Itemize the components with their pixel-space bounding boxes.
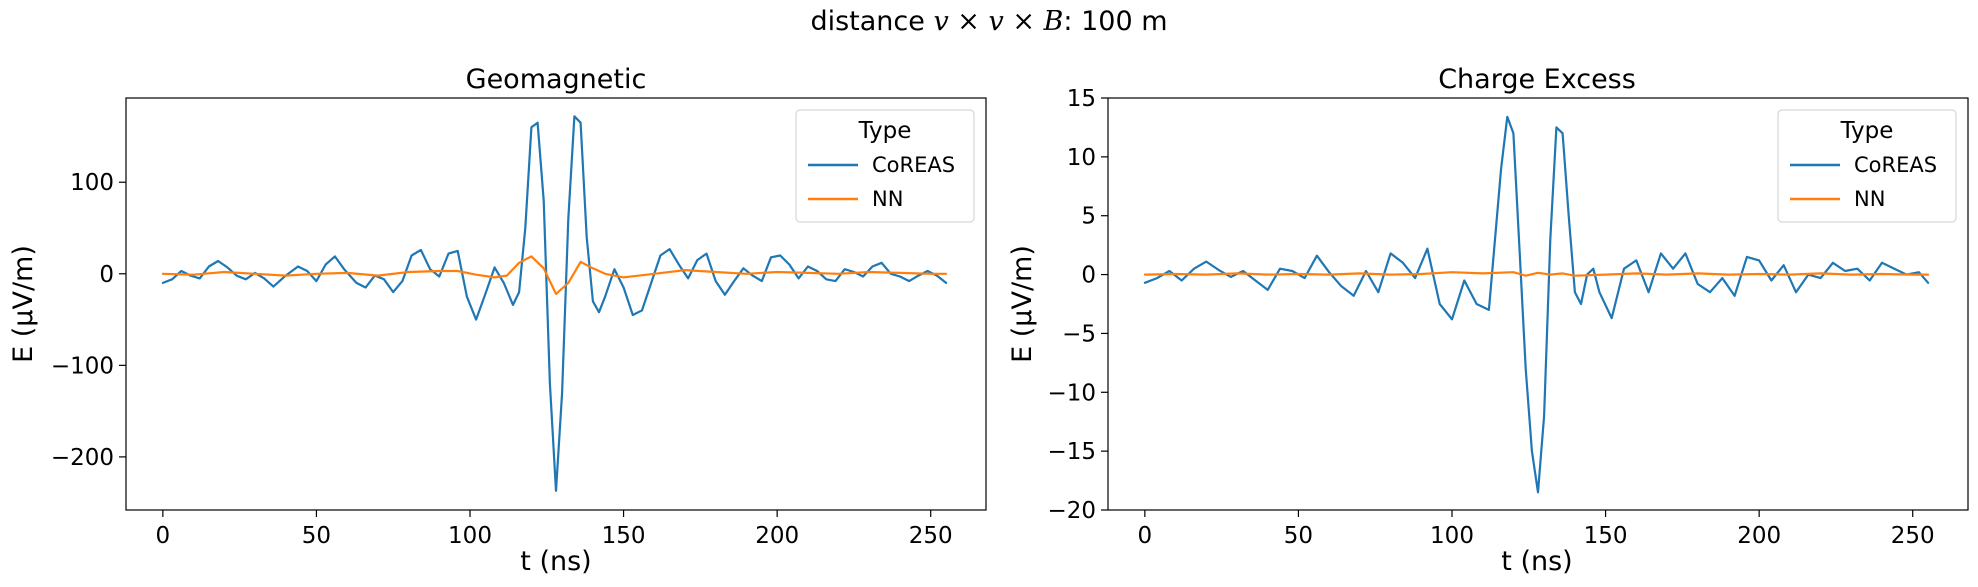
charge-excess-y-tick-label: 0 — [1081, 263, 1096, 289]
charge-excess-legend-label-coreas: CoREAS — [1854, 153, 1937, 177]
charge-excess-y-ticks: −20 −15 −10 −5 0 5 10 15 — [1047, 86, 1108, 524]
charge-excess-chart-panel: Charge Excess t (ns) E (µV/m) 0 50 100 150 2… — [1007, 64, 1969, 577]
charge-excess-axes-frame — [1107, 97, 1969, 511]
charge-excess-legend-box — [1777, 109, 1957, 223]
geomagnetic-x-tick-label: 0 — [156, 523, 171, 549]
geomagnetic-legend-box — [795, 109, 975, 223]
charge-excess-x-axis-label: t (ns) — [1501, 546, 1572, 577]
charge-excess-legend-label-nn: NN — [1854, 187, 1885, 211]
suptitle-prefix: distance — [810, 6, 933, 37]
geomagnetic-legend-title: Type — [858, 118, 912, 144]
geomagnetic-chart-title: Geomagnetic — [466, 64, 647, 95]
charge-excess-x-tick-label: 200 — [1737, 523, 1781, 549]
charge-excess-x-tick-label: 0 — [1138, 523, 1153, 549]
charge-excess-legend: Type CoREAS NN — [1777, 109, 1957, 223]
geomagnetic-y-axis-label: E (µV/m) — [8, 245, 39, 363]
charge-excess-y-tick-label: −5 — [1062, 321, 1096, 347]
charge-excess-x-tick-label: 50 — [1284, 523, 1313, 549]
geomagnetic-x-tick-label: 100 — [448, 523, 492, 549]
geomagnetic-x-tick-label: 50 — [302, 523, 331, 549]
geomagnetic-series-line-coreas — [161, 115, 948, 492]
geomagnetic-x-axis-label: t (ns) — [520, 546, 591, 577]
geomagnetic-axes-frame — [125, 97, 987, 511]
geomagnetic-series-line-nn — [161, 255, 948, 295]
charge-excess-legend-title: Type — [1840, 118, 1894, 144]
geomagnetic-x-tick-label: 250 — [909, 523, 953, 549]
geomagnetic-legend: Type CoREAS NN — [795, 109, 975, 223]
charge-excess-x-tick-label: 100 — [1430, 523, 1474, 549]
geomagnetic-x-tick-label: 200 — [755, 523, 799, 549]
geomagnetic-x-tick-label: 150 — [602, 523, 646, 549]
geomagnetic-x-ticks: 0 50 100 150 200 250 — [156, 510, 953, 549]
geomagnetic-plot-area — [161, 115, 948, 492]
charge-excess-chart-title: Charge Excess — [1438, 64, 1636, 95]
charge-excess-y-tick-label: 5 — [1081, 204, 1096, 230]
geomagnetic-y-tick-label: 0 — [99, 262, 114, 288]
geomagnetic-legend-label-nn: NN — [872, 187, 903, 211]
charge-excess-y-tick-label: −20 — [1047, 498, 1096, 524]
charge-excess-y-tick-label: −10 — [1047, 380, 1096, 406]
figure-suptitle: distance v × v × B: 100 m — [810, 6, 1167, 37]
charge-excess-y-tick-label: 10 — [1067, 145, 1096, 171]
geomagnetic-y-tick-label: −100 — [51, 353, 114, 379]
charge-excess-y-axis-label: E (µV/m) — [1007, 245, 1038, 363]
charge-excess-y-tick-label: −15 — [1047, 439, 1096, 465]
geomagnetic-y-ticks: −200 −100 0 100 — [51, 170, 126, 471]
geomagnetic-y-tick-label: 100 — [70, 170, 114, 196]
geomagnetic-legend-label-coreas: CoREAS — [872, 153, 955, 177]
charge-excess-series-line-nn — [1143, 271, 1930, 277]
geomagnetic-chart-panel: Geomagnetic t (ns) E (µV/m) 0 50 100 150 200… — [8, 64, 987, 577]
suptitle-suffix: : 100 m — [1063, 6, 1167, 37]
charge-excess-plot-area — [1143, 115, 1930, 494]
charge-excess-series-line-coreas — [1143, 115, 1930, 494]
geomagnetic-y-tick-label: −200 — [51, 445, 114, 471]
charge-excess-x-tick-label: 250 — [1891, 523, 1935, 549]
charge-excess-y-tick-label: 15 — [1067, 86, 1096, 112]
charge-excess-x-tick-label: 150 — [1584, 523, 1628, 549]
charge-excess-x-ticks: 0 50 100 150 200 250 — [1138, 510, 1935, 549]
suptitle-math: v × v × B — [933, 6, 1063, 37]
